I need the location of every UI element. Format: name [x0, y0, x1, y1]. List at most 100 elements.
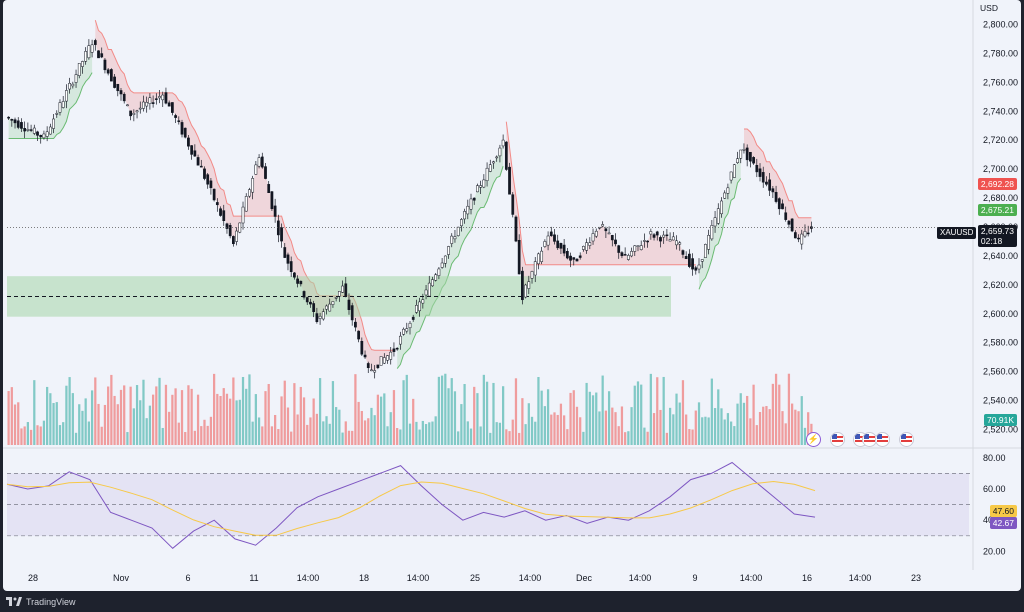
volume-bar — [469, 428, 473, 445]
candle-body — [177, 120, 181, 122]
volume-bar — [168, 411, 171, 445]
volume-bar — [710, 378, 713, 445]
chart-frame[interactable]: 2,800.00 2,780.00 2,760.00 2,740.00 2,720.00… — [3, 0, 1021, 591]
candle-body — [630, 251, 633, 257]
volume-bar — [283, 380, 286, 445]
candle-body — [633, 245, 637, 252]
candle-body — [196, 157, 200, 166]
candle-body — [154, 98, 158, 100]
candle-body — [752, 157, 755, 164]
time-tick-label: 23 — [911, 573, 921, 583]
time-tick-label: 14:00 — [407, 573, 430, 583]
volume-bar — [726, 413, 730, 445]
volume-bar — [408, 423, 412, 445]
time-tick-label: Dec — [576, 573, 593, 583]
candle-body — [138, 107, 142, 110]
candle-body — [219, 208, 222, 216]
volume-bar — [755, 425, 758, 445]
price-tick-label: 2,760.00 — [983, 77, 1018, 87]
volume-bar — [758, 411, 762, 445]
candle-body — [116, 83, 120, 92]
us-flag-icon[interactable] — [862, 432, 877, 447]
volume-bar — [704, 416, 707, 445]
candle-body — [402, 328, 405, 335]
volume-bar — [691, 429, 694, 445]
volume-bar — [405, 374, 408, 445]
us-flag-icon[interactable] — [830, 432, 845, 447]
volume-bar — [338, 409, 341, 445]
candle-body — [142, 101, 145, 109]
candle-body — [273, 205, 277, 217]
volume-bar — [652, 413, 656, 445]
candle-body — [90, 44, 94, 53]
volume-bar — [678, 402, 681, 445]
chart-canvas[interactable]: 2,800.00 2,780.00 2,760.00 2,740.00 2,720.00… — [3, 0, 1021, 591]
volume-bar — [219, 396, 222, 445]
symbol-tag[interactable]: XAUUSD — [937, 227, 977, 239]
candle-body — [607, 232, 611, 235]
candle-body — [126, 104, 129, 107]
candle-body — [103, 59, 107, 71]
volume-bar — [595, 392, 598, 445]
volume-bar — [267, 384, 270, 445]
candle-body — [7, 116, 10, 119]
upper-band-fill — [95, 20, 394, 372]
candle-body — [174, 115, 177, 118]
volume-bar — [524, 424, 527, 445]
candle-body — [36, 131, 39, 136]
candle-body — [164, 92, 168, 104]
candle-body — [309, 301, 312, 305]
volume-bar — [58, 425, 62, 445]
candle-body — [424, 289, 428, 296]
volume-bars — [7, 373, 813, 445]
volume-bar — [675, 393, 678, 445]
volume-bar — [180, 390, 184, 445]
candle-body — [697, 264, 701, 270]
candle-body — [77, 63, 81, 76]
volume-bar — [370, 407, 373, 445]
lightning-icon[interactable]: ⚡ — [806, 432, 821, 447]
candle-body — [800, 233, 804, 245]
volume-bar — [36, 425, 39, 445]
volume-bar — [107, 386, 110, 445]
volume-bar — [482, 374, 485, 445]
price-tick-label: 2,680.00 — [983, 193, 1018, 203]
volume-bar — [360, 410, 363, 445]
us-flag-icon[interactable] — [899, 432, 914, 447]
candle-body — [225, 223, 229, 229]
volume-bar — [803, 427, 807, 445]
candle-body — [299, 280, 303, 285]
volume-bar — [659, 409, 662, 445]
volume-bar — [530, 416, 534, 445]
volume-bar — [508, 431, 511, 445]
candle-body — [646, 240, 649, 243]
volume-bar — [418, 429, 421, 445]
time-tick-label: 9 — [692, 573, 697, 583]
volume-bar — [415, 421, 418, 445]
volume-bar — [437, 376, 441, 445]
candle-body — [749, 151, 752, 162]
candle-body — [585, 242, 588, 251]
volume-bar — [800, 396, 803, 445]
brand-name: TradingView — [26, 596, 76, 607]
volume-bar — [646, 431, 649, 445]
volume-bar — [485, 381, 489, 445]
axes: 2,800.00 2,780.00 2,760.00 2,740.00 2,720.00… — [3, 0, 1021, 583]
candle-body — [341, 285, 344, 293]
volume-bar — [23, 426, 26, 445]
tradingview-logo[interactable]: TradingView — [6, 597, 76, 607]
candle-body — [681, 250, 685, 255]
candle-body — [171, 102, 174, 113]
volume-bar — [537, 377, 540, 445]
volume-bar — [392, 390, 396, 445]
volume-bar — [94, 377, 97, 445]
candle-body — [337, 291, 341, 297]
candle-body — [97, 50, 100, 59]
us-flag-icon[interactable] — [875, 432, 890, 447]
volume-bar — [604, 410, 608, 445]
upper-band-tag: 2,692.28 — [977, 178, 1017, 190]
candle-body — [636, 245, 640, 247]
volume-bar — [440, 375, 444, 445]
candle-body — [623, 254, 627, 256]
candle-body — [23, 128, 27, 132]
